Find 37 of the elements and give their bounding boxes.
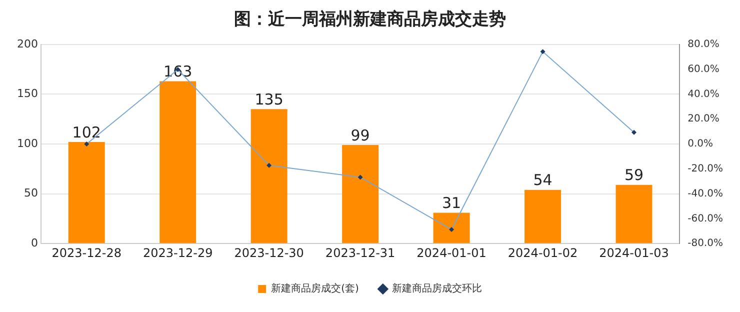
legend-label: 新建商品房成交(套) [271,282,359,295]
y2-tick-label: 40.0% [688,88,720,100]
bar [160,81,196,244]
y-tick-label: 100 [16,136,38,150]
data-label: 31 [442,194,462,212]
x-tick-label: 2024-01-03 [599,246,669,260]
data-label: 59 [624,166,644,184]
y-tick-label: 0 [30,236,38,250]
x-tick-label: 2024-01-02 [508,246,578,260]
bar [342,144,379,244]
y-tick-label: 50 [24,186,38,200]
bar [68,142,105,244]
x-tick-label: 2023-12-31 [325,246,396,260]
y2-tick-label: 60.0% [688,64,720,75]
y2-tick-label: -40.0% [688,188,724,200]
y2-tick-label: -80.0% [688,238,724,250]
chart-title: 图：近一周福州新建商品房成交走势 [234,10,506,30]
data-label: 135 [254,90,284,109]
y2-tick-label: -20.0% [688,163,724,174]
y2-tick-label: 0.0% [688,138,714,150]
bar [524,190,562,244]
y-tick-label: 150 [16,87,38,100]
y-tick-label: 200 [16,37,38,50]
bar [433,212,470,244]
x-tick-label: 2024-01-01 [416,246,486,260]
x-tick-label: 2023-12-28 [52,246,122,260]
legend-label: 新建商品房成交环比 [392,282,482,295]
y2-tick-label: 80.0% [688,38,720,50]
bar [250,109,288,244]
x-tick-label: 2023-12-30 [234,246,304,260]
bar [616,184,652,244]
y2-tick-label: 20.0% [688,114,720,125]
y2-tick-label: -60.0% [688,213,724,224]
data-label: 102 [72,123,101,142]
data-label: 54 [533,171,552,190]
x-tick-label: 2023-12-29 [142,246,213,260]
data-label: 99 [350,126,370,144]
